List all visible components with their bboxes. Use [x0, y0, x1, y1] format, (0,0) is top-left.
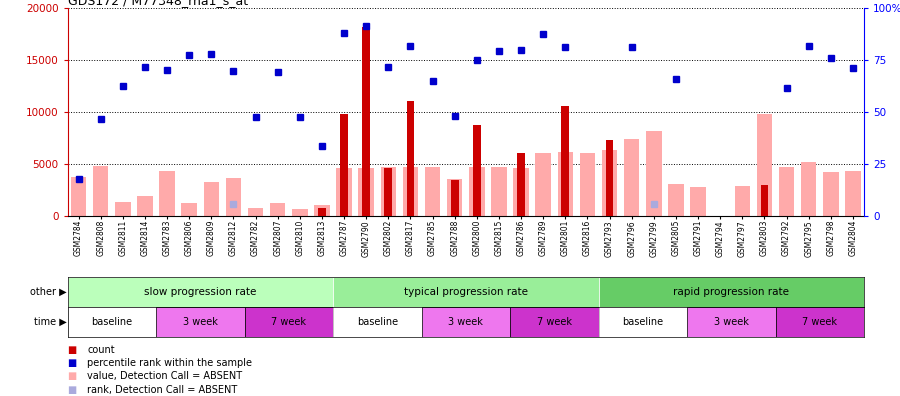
Bar: [606, 140, 614, 216]
Text: 3 week: 3 week: [448, 317, 483, 327]
Bar: [358, 168, 374, 216]
Bar: [337, 168, 352, 216]
Text: 7 week: 7 week: [536, 317, 572, 327]
Bar: [115, 202, 130, 216]
Bar: [598, 277, 864, 307]
Bar: [248, 208, 264, 216]
Text: baseline: baseline: [91, 317, 132, 327]
Bar: [598, 307, 687, 337]
Bar: [68, 307, 156, 337]
Bar: [690, 187, 706, 216]
Text: ■: ■: [68, 371, 76, 381]
Bar: [624, 139, 639, 216]
Text: 3 week: 3 week: [714, 317, 749, 327]
Bar: [510, 307, 598, 337]
Bar: [226, 178, 241, 216]
Text: slow progression rate: slow progression rate: [144, 287, 256, 297]
Bar: [734, 186, 750, 216]
Bar: [421, 307, 510, 337]
Text: ■: ■: [68, 385, 76, 395]
Text: rapid progression rate: rapid progression rate: [673, 287, 789, 297]
Text: baseline: baseline: [622, 317, 663, 327]
Bar: [381, 167, 396, 216]
Text: time ▶: time ▶: [33, 317, 67, 327]
Bar: [472, 126, 481, 216]
Bar: [668, 184, 684, 216]
Bar: [824, 172, 839, 216]
Bar: [340, 114, 348, 216]
Bar: [71, 177, 86, 216]
Bar: [562, 106, 569, 216]
Bar: [646, 131, 662, 216]
Bar: [491, 167, 507, 216]
Bar: [68, 277, 333, 307]
Bar: [156, 307, 245, 337]
Bar: [203, 181, 219, 216]
Text: GDS172 / M77348_rna1_s_at: GDS172 / M77348_rna1_s_at: [68, 0, 248, 7]
Text: typical progression rate: typical progression rate: [404, 287, 527, 297]
Bar: [778, 167, 795, 216]
Bar: [292, 209, 308, 216]
Bar: [384, 168, 392, 216]
Text: 3 week: 3 week: [183, 317, 218, 327]
Bar: [425, 167, 440, 216]
Bar: [363, 27, 370, 216]
Bar: [757, 114, 772, 216]
Text: other ▶: other ▶: [30, 287, 67, 297]
Bar: [687, 307, 776, 337]
Text: percentile rank within the sample: percentile rank within the sample: [87, 358, 252, 368]
Text: ■: ■: [68, 358, 76, 368]
Text: 7 week: 7 week: [271, 317, 306, 327]
Text: value, Detection Call = ABSENT: value, Detection Call = ABSENT: [87, 371, 242, 381]
Bar: [776, 307, 864, 337]
Bar: [333, 307, 421, 337]
Bar: [333, 277, 598, 307]
Bar: [518, 153, 525, 216]
Bar: [580, 153, 595, 216]
Text: rank, Detection Call = ABSENT: rank, Detection Call = ABSENT: [87, 385, 238, 395]
Text: count: count: [87, 345, 115, 354]
Bar: [536, 153, 551, 216]
Bar: [602, 150, 617, 216]
Bar: [451, 181, 459, 216]
Bar: [159, 171, 175, 216]
Bar: [93, 166, 108, 216]
Text: ■: ■: [68, 345, 76, 354]
Bar: [760, 185, 769, 216]
Bar: [245, 307, 333, 337]
Bar: [182, 204, 197, 216]
Bar: [407, 101, 414, 216]
Bar: [801, 162, 816, 216]
Bar: [318, 208, 326, 216]
Text: 7 week: 7 week: [802, 317, 837, 327]
Bar: [314, 206, 329, 216]
Bar: [270, 204, 285, 216]
Bar: [447, 179, 463, 216]
Bar: [513, 168, 529, 216]
Bar: [402, 167, 418, 216]
Bar: [137, 196, 153, 216]
Bar: [845, 171, 860, 216]
Bar: [558, 152, 573, 216]
Bar: [469, 167, 484, 216]
Text: baseline: baseline: [356, 317, 398, 327]
